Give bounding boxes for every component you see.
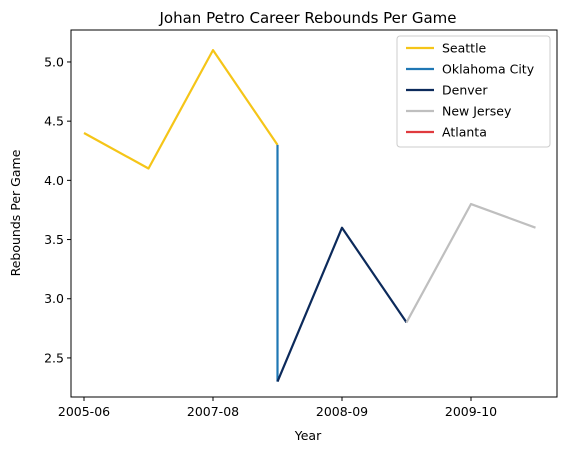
y-axis-title: Rebounds Per Game [8, 149, 23, 276]
legend-label: Oklahoma City [442, 62, 535, 77]
plot-frame [70, 29, 558, 398]
chart-title: Johan Petro Career Rebounds Per Game [159, 9, 457, 27]
legend: Seattle Oklahoma City Denver New Jersey Atla… [396, 35, 551, 148]
y-axis: 2.5 3.0 3.5 4.0 4.5 5.0 [44, 54, 71, 365]
series-lines [83, 49, 536, 383]
y-tick-label: 4.0 [44, 173, 64, 188]
x-tick-label: 2009-10 [445, 404, 497, 419]
y-tick-label: 4.5 [44, 114, 64, 129]
y-tick-label: 3.5 [44, 232, 64, 247]
legend-label: Denver [442, 83, 488, 98]
series-line-2 [276, 226, 408, 383]
y-tick-label: 5.0 [44, 54, 64, 69]
legend-label: Seattle [442, 41, 487, 56]
y-tick-label: 3.0 [44, 291, 64, 306]
y-tick-label: 2.5 [44, 350, 64, 365]
series-line-0 [83, 49, 279, 170]
x-tick-label: 2007-08 [187, 404, 239, 419]
legend-label: New Jersey [442, 104, 512, 119]
legend-label: Atlanta [442, 125, 487, 140]
legend-box [396, 35, 551, 148]
series-line-3 [405, 202, 536, 323]
x-tick-label: 2008-09 [316, 404, 368, 419]
x-tick-label: 2005-06 [58, 404, 110, 419]
x-axis-title: Year [294, 428, 322, 443]
